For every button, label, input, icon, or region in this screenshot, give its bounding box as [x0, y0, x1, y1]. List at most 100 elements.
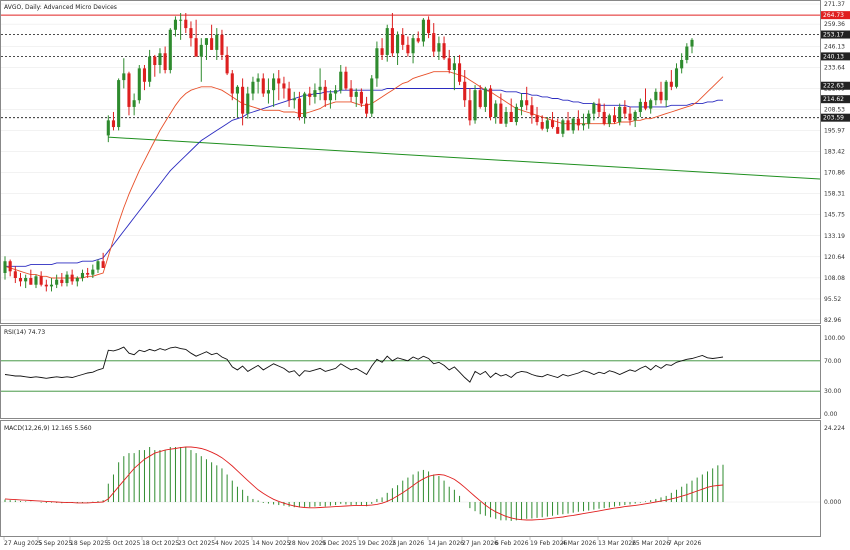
candle-body — [685, 46, 689, 60]
candle-body — [303, 93, 307, 117]
time-tick-label: 7 Apr 2026 — [668, 540, 701, 547]
candle-body — [297, 98, 301, 117]
candle-body — [576, 118, 580, 126]
candle-body — [179, 19, 183, 21]
candle-body — [401, 34, 405, 45]
candle-body — [230, 73, 234, 94]
time-tick-label: 18 Oct 2025 — [142, 540, 179, 547]
candle-body — [261, 78, 265, 94]
candle-body — [153, 56, 157, 65]
candle-body — [235, 86, 239, 94]
candle-body — [323, 86, 327, 101]
candle-body — [628, 113, 632, 121]
candle-body — [328, 93, 332, 101]
candle-body — [44, 284, 48, 287]
candle-body — [3, 261, 7, 273]
time-tick-label: 13 Mar 2026 — [598, 540, 636, 547]
candle-body — [318, 86, 322, 91]
macd-pane-frame — [0, 420, 821, 537]
candle-body — [473, 90, 477, 121]
candle-body — [127, 73, 131, 107]
candle-body — [256, 78, 260, 82]
candle-body — [602, 111, 606, 124]
price-tag-label: 214.62 — [823, 96, 844, 103]
candle-body — [142, 68, 147, 82]
candle-body — [432, 33, 436, 52]
trendline — [108, 136, 821, 180]
candle-body — [60, 279, 64, 284]
chart-title: AVGO, Daily: Advanced Micro Devices — [4, 4, 117, 11]
time-tick-label: 25 Mar 2026 — [632, 540, 670, 547]
time-tick-label: 14 Jan 2026 — [428, 540, 464, 547]
time-tick-label: 9 Dec 2025 — [322, 540, 357, 547]
candle-body — [220, 34, 224, 55]
moving-averages — [4, 71, 724, 279]
time-tick-label: 27 Jan 2026 — [462, 540, 498, 547]
candle-body — [514, 106, 518, 123]
candle-body — [132, 100, 136, 107]
price-tag-label: 264.73 — [823, 12, 844, 19]
candle-body — [494, 103, 498, 117]
candle-body — [597, 103, 601, 112]
candle-body — [359, 91, 363, 104]
candle-body — [674, 68, 679, 87]
candle-body — [483, 88, 487, 107]
candle-body — [344, 71, 348, 89]
candle-body — [623, 106, 627, 114]
candle-body — [96, 261, 100, 270]
macd-pane: 24.224 0.000 — [1, 425, 845, 521]
candle-body — [215, 34, 219, 50]
candle-body — [385, 28, 389, 55]
candlesticks — [3, 13, 694, 292]
candle-body — [421, 19, 425, 42]
candle-body — [390, 28, 394, 54]
candle-body — [354, 91, 358, 97]
candle-body — [437, 43, 441, 52]
candle-body — [86, 272, 90, 275]
price-tick-label: 133.19 — [824, 233, 845, 240]
macd-signal-line — [4, 446, 724, 521]
ma-fast-line — [4, 71, 724, 279]
candle-body — [396, 34, 400, 54]
candle-body — [478, 90, 482, 107]
candle-body — [106, 120, 110, 136]
price-tick-label: 170.86 — [824, 170, 845, 177]
candle-body — [499, 103, 503, 124]
time-tick-label: 5 Oct 2025 — [107, 540, 140, 547]
candle-body — [633, 111, 637, 121]
candle-body — [163, 53, 167, 71]
candle-body — [8, 261, 12, 272]
price-tick-label: 246.13 — [824, 43, 845, 50]
candle-body — [241, 86, 245, 114]
candle-body — [277, 78, 281, 84]
price-levels — [1, 14, 820, 119]
time-tick-label: 4 Mar 2026 — [562, 540, 596, 547]
time-tick-label: 27 Aug 2025 — [4, 540, 43, 547]
candle-body — [282, 83, 286, 89]
candle-body — [111, 120, 116, 128]
time-tick-label: 4 Nov 2025 — [215, 540, 250, 547]
price-tag-bg — [821, 11, 850, 20]
rsi-title: RSI(14) 74.73 — [4, 329, 45, 336]
candle-body — [375, 48, 379, 79]
macd-tick-label: 0.000 — [824, 499, 841, 506]
candle-body — [406, 44, 410, 54]
candle-body — [509, 111, 513, 123]
time-tick-label: 6 Feb 2026 — [495, 540, 529, 547]
candle-body — [39, 276, 43, 285]
candle-body — [556, 127, 560, 134]
candle-body — [148, 56, 152, 82]
candle-body — [427, 19, 431, 34]
price-tag-bg — [821, 52, 850, 61]
candle-body — [571, 118, 575, 131]
candle-body — [592, 103, 596, 114]
price-tick-label: 82.96 — [824, 317, 841, 324]
candle-body — [272, 78, 276, 91]
candle-body — [370, 78, 374, 114]
candle-body — [349, 88, 353, 97]
price-tick-label: 145.75 — [824, 212, 845, 219]
candle-body — [581, 123, 586, 126]
